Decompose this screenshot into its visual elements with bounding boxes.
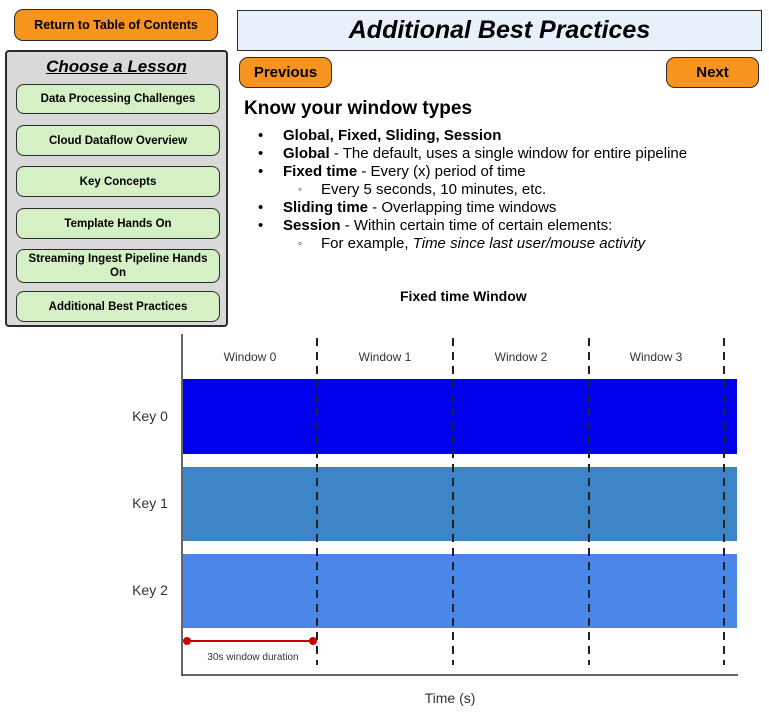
lesson-cloud-dataflow-overview[interactable]: Cloud Dataflow Overview — [16, 125, 220, 156]
bullet-text: - Every (x) period of time — [357, 163, 526, 180]
key-0-band — [183, 379, 737, 454]
bullet-bold: Fixed time — [283, 163, 358, 180]
duration-end-marker — [309, 637, 317, 645]
key-label: Key 1 — [132, 495, 168, 511]
bullet-text: - Within certain time of certain element… — [340, 217, 613, 234]
key-2-band — [183, 554, 737, 628]
bullet-item: • Global, Fixed, Sliding, Session — [258, 127, 763, 145]
previous-button[interactable]: Previous — [239, 57, 332, 88]
diagram-title: Fixed time Window — [400, 288, 527, 304]
sub-bullet-glyph: ◦ — [298, 238, 302, 250]
duration-label: 30s window duration — [207, 652, 298, 663]
window-label: Window 1 — [359, 350, 412, 364]
bullet-item: • Fixed time - Every (x) period of time — [258, 163, 763, 181]
next-button[interactable]: Next — [666, 57, 759, 88]
sub-bullet-glyph: ◦ — [298, 184, 302, 196]
lesson-key-concepts[interactable]: Key Concepts — [16, 166, 220, 197]
sub-bullet-item: ◦ For example, Time since last user/mous… — [258, 235, 763, 253]
lesson-template-hands-on[interactable]: Template Hands On — [16, 208, 220, 239]
bullet-glyph: • — [258, 199, 264, 216]
return-to-toc-button[interactable]: Return to Table of Contents — [14, 9, 218, 41]
x-axis-label: Time (s) — [425, 690, 476, 706]
bullet-text: - Overlapping time windows — [368, 199, 557, 216]
bullet-bold: Sliding time — [283, 199, 369, 216]
bullet-glyph: • — [258, 163, 264, 180]
bullet-bold: Global, Fixed, Sliding, Session — [283, 127, 502, 144]
page-title: Additional Best Practices — [348, 16, 651, 44]
key-1-band — [183, 467, 737, 541]
sub-bullet-text: For example, — [321, 235, 413, 252]
bullet-list: • Global, Fixed, Sliding, Session • Glob… — [258, 127, 763, 253]
window-label: Window 0 — [224, 350, 277, 364]
lesson-streaming-ingest-pipeline-hands-on[interactable]: Streaming Ingest Pipeline Hands On — [16, 249, 220, 283]
lesson-additional-best-practices[interactable]: Additional Best Practices — [16, 291, 220, 322]
lesson-panel: Choose a Lesson Data Processing Challeng… — [5, 50, 228, 327]
bullet-item: • Sliding time - Overlapping time window… — [258, 199, 763, 217]
lesson-data-processing-challenges[interactable]: Data Processing Challenges — [16, 84, 220, 114]
sub-bullet-text: Every 5 seconds, 10 minutes, etc. — [321, 181, 547, 198]
page-title-box: Additional Best Practices — [237, 10, 762, 51]
window-label: Window 3 — [630, 350, 683, 364]
bullet-item: • Global - The default, uses a single wi… — [258, 145, 763, 163]
lesson-panel-heading: Choose a Lesson — [46, 57, 187, 76]
bullet-item: • Session - Within certain time of certa… — [258, 217, 763, 235]
section-heading: Know your window types — [244, 98, 473, 119]
sub-bullet-item: ◦ Every 5 seconds, 10 minutes, etc. — [258, 181, 763, 199]
key-label: Key 0 — [132, 408, 168, 424]
bullet-bold: Global — [283, 145, 330, 162]
bullet-text: - The default, uses a single window for … — [329, 145, 688, 162]
sub-bullet-italic: Time since last user/mouse activity — [412, 235, 646, 252]
bullet-glyph: • — [258, 127, 264, 144]
duration-start-marker — [183, 637, 191, 645]
bullet-bold: Session — [283, 217, 341, 234]
bullet-glyph: • — [258, 217, 264, 234]
bullet-glyph: • — [258, 145, 264, 162]
window-label: Window 2 — [495, 350, 548, 364]
key-label: Key 2 — [132, 582, 168, 598]
